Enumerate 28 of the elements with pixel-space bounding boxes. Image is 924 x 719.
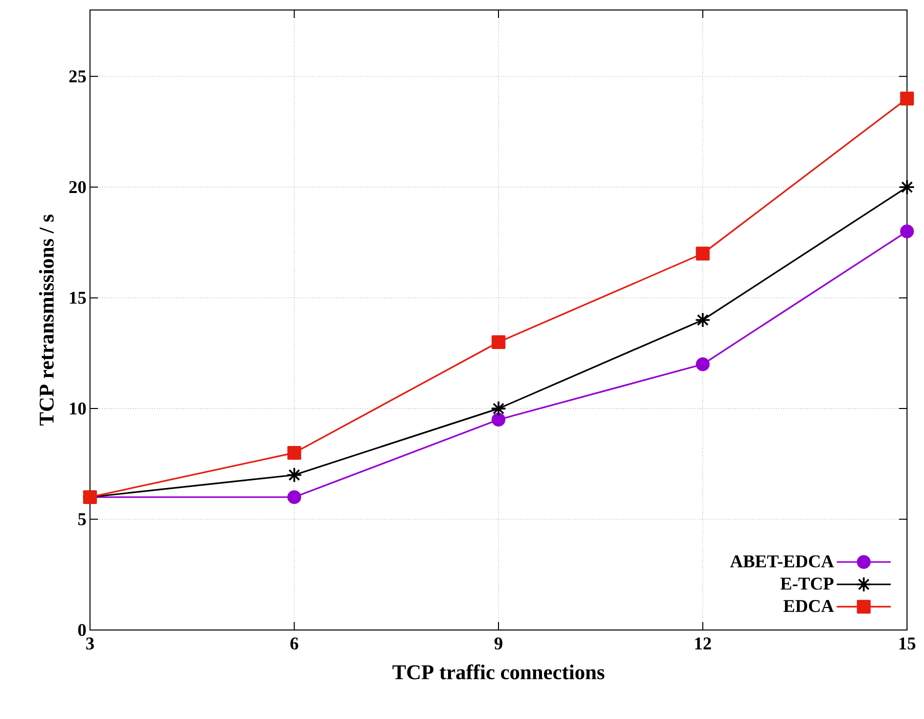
y-tick-label: 25 — [69, 70, 86, 82]
point — [694, 312, 711, 328]
point — [900, 92, 914, 106]
point — [492, 335, 506, 350]
point — [492, 412, 506, 427]
x-tick-label: 3 — [86, 638, 94, 650]
y-tick-label: 10 — [70, 402, 86, 415]
legend-label: E-TCP — [780, 578, 834, 590]
x-tick-label: 6 — [290, 638, 298, 650]
point — [490, 400, 506, 416]
x-axis-title: TCP traffic connections — [392, 664, 604, 680]
y-tick-label: 5 — [78, 513, 86, 526]
point — [287, 446, 302, 460]
y-tick-label: 20 — [69, 181, 86, 194]
legend-label: EDCA — [783, 600, 834, 612]
point — [696, 246, 710, 260]
y-tick-label: 15 — [70, 292, 86, 304]
point — [287, 490, 302, 504]
legend-label: ABET-EDCA — [730, 555, 834, 568]
point — [286, 467, 302, 483]
x-tick-label: 9 — [494, 638, 502, 650]
y-tick-label: 0 — [78, 624, 86, 636]
x-tick-label: 15 — [899, 638, 916, 650]
point — [696, 357, 710, 372]
point — [899, 179, 915, 196]
x-tick-label: 12 — [695, 638, 711, 650]
point — [900, 224, 914, 238]
y-axis-title: TCP retransmissions / s — [38, 214, 54, 426]
